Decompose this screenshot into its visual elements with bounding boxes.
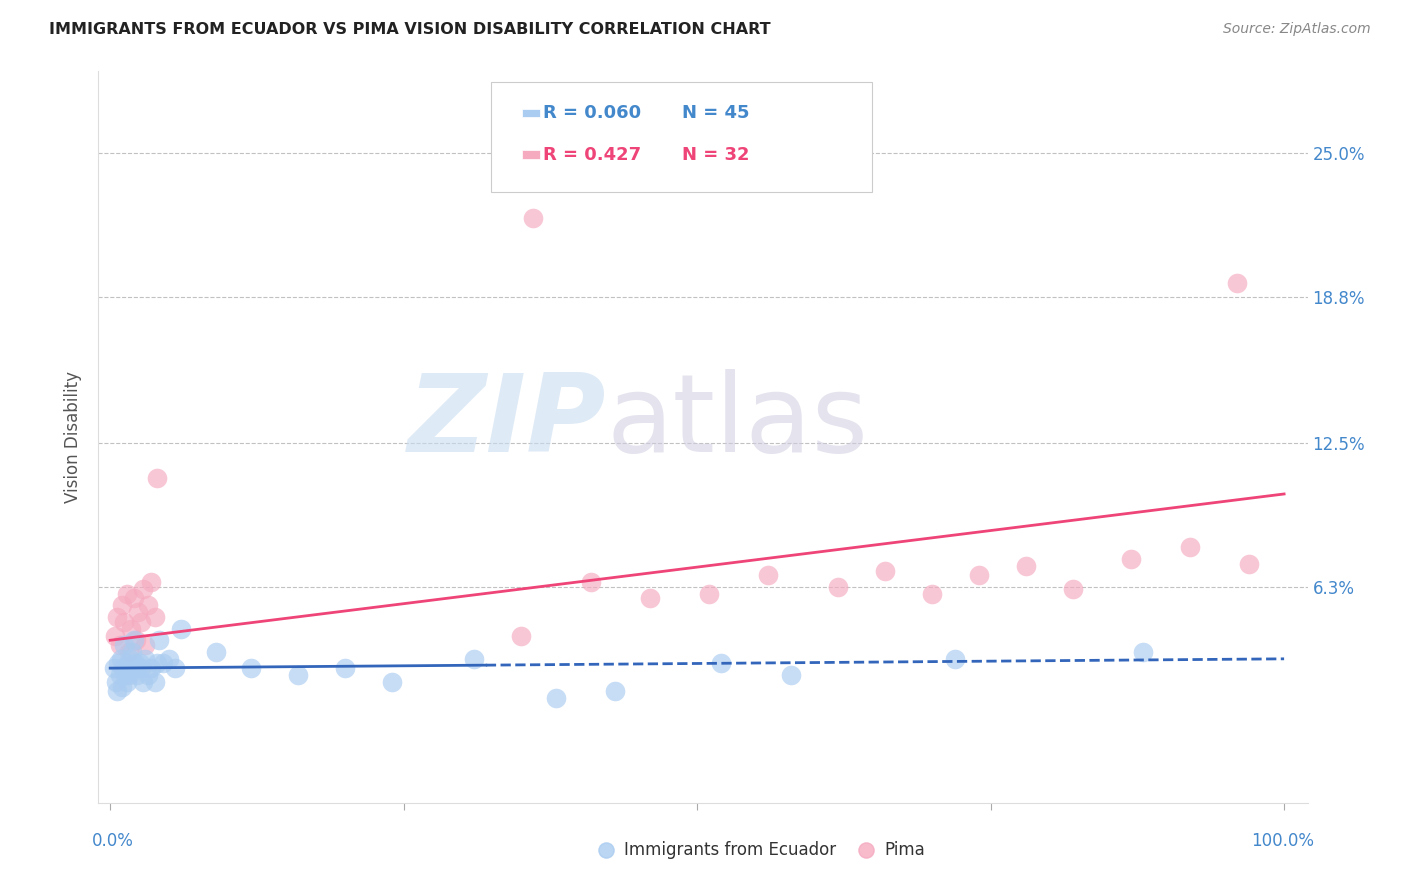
Point — [120, 661, 142, 675]
Text: Pima: Pima — [884, 841, 925, 859]
Point — [128, 657, 150, 671]
Point — [945, 652, 967, 666]
Point — [827, 580, 849, 594]
Point — [169, 622, 191, 636]
Text: Source: ZipAtlas.com: Source: ZipAtlas.com — [1223, 22, 1371, 37]
Point — [111, 680, 134, 694]
Text: ZIP: ZIP — [408, 369, 606, 475]
Text: R = 0.427: R = 0.427 — [543, 146, 641, 164]
Point — [120, 652, 142, 666]
Point — [143, 675, 166, 690]
Point — [921, 587, 943, 601]
Point — [118, 668, 141, 682]
Text: N = 32: N = 32 — [682, 146, 749, 164]
Point — [115, 587, 138, 601]
FancyBboxPatch shape — [522, 109, 540, 118]
Point — [581, 575, 603, 590]
Point — [603, 684, 626, 698]
Point — [103, 661, 125, 675]
Point — [845, 877, 868, 891]
Point — [522, 211, 544, 225]
Point — [697, 587, 720, 601]
Point — [967, 568, 990, 582]
Point — [510, 629, 533, 643]
FancyBboxPatch shape — [522, 150, 540, 159]
Point — [132, 582, 155, 597]
Text: 0.0%: 0.0% — [93, 832, 134, 850]
Point — [463, 652, 485, 666]
Point — [121, 645, 143, 659]
Point — [157, 652, 180, 666]
Point — [125, 633, 148, 648]
Point — [105, 610, 128, 624]
Point — [1121, 552, 1143, 566]
Point — [141, 661, 163, 675]
Point — [546, 691, 568, 706]
Point — [111, 599, 134, 613]
Text: N = 45: N = 45 — [682, 104, 749, 122]
Point — [148, 633, 170, 648]
Point — [115, 675, 138, 690]
Point — [134, 652, 156, 666]
Point — [163, 661, 186, 675]
Point — [108, 668, 131, 682]
Point — [638, 591, 661, 606]
Point — [117, 657, 139, 671]
Point — [129, 615, 152, 629]
Point — [287, 668, 309, 682]
Point — [136, 599, 159, 613]
Point — [204, 645, 226, 659]
Text: atlas: atlas — [606, 369, 869, 475]
Point — [592, 877, 614, 891]
Point — [1132, 645, 1154, 659]
Y-axis label: Vision Disability: Vision Disability — [65, 371, 83, 503]
Point — [124, 657, 146, 671]
Point — [129, 661, 152, 675]
Point — [112, 661, 135, 675]
Point — [120, 622, 142, 636]
Point — [333, 661, 356, 675]
Point — [127, 606, 149, 620]
Point — [143, 610, 166, 624]
Point — [132, 675, 155, 690]
Point — [780, 668, 803, 682]
Point — [146, 657, 169, 671]
Point — [107, 657, 129, 671]
Point — [873, 564, 896, 578]
Point — [108, 638, 131, 652]
Text: IMMIGRANTS FROM ECUADOR VS PIMA VISION DISABILITY CORRELATION CHART: IMMIGRANTS FROM ECUADOR VS PIMA VISION D… — [49, 22, 770, 37]
Point — [122, 591, 145, 606]
Point — [105, 684, 128, 698]
Point — [1237, 557, 1260, 571]
Point — [134, 638, 156, 652]
Point — [105, 675, 128, 690]
Point — [112, 638, 135, 652]
Point — [104, 629, 127, 643]
Point — [152, 657, 174, 671]
Text: 100.0%: 100.0% — [1250, 832, 1313, 850]
Point — [110, 652, 132, 666]
Point — [1180, 541, 1202, 555]
Point — [122, 633, 145, 648]
Point — [756, 568, 779, 582]
Point — [118, 645, 141, 659]
Point — [136, 668, 159, 682]
Point — [146, 471, 169, 485]
Point — [710, 657, 733, 671]
Point — [114, 668, 136, 682]
Point — [381, 675, 404, 690]
Point — [125, 661, 148, 675]
Point — [1015, 558, 1038, 573]
Text: R = 0.060: R = 0.060 — [543, 104, 641, 122]
Point — [127, 668, 149, 682]
Point — [1062, 582, 1084, 597]
Point — [1226, 276, 1249, 290]
Text: Immigrants from Ecuador: Immigrants from Ecuador — [624, 841, 837, 859]
Point — [112, 615, 135, 629]
Point — [141, 575, 163, 590]
Point — [240, 661, 263, 675]
FancyBboxPatch shape — [492, 82, 872, 192]
